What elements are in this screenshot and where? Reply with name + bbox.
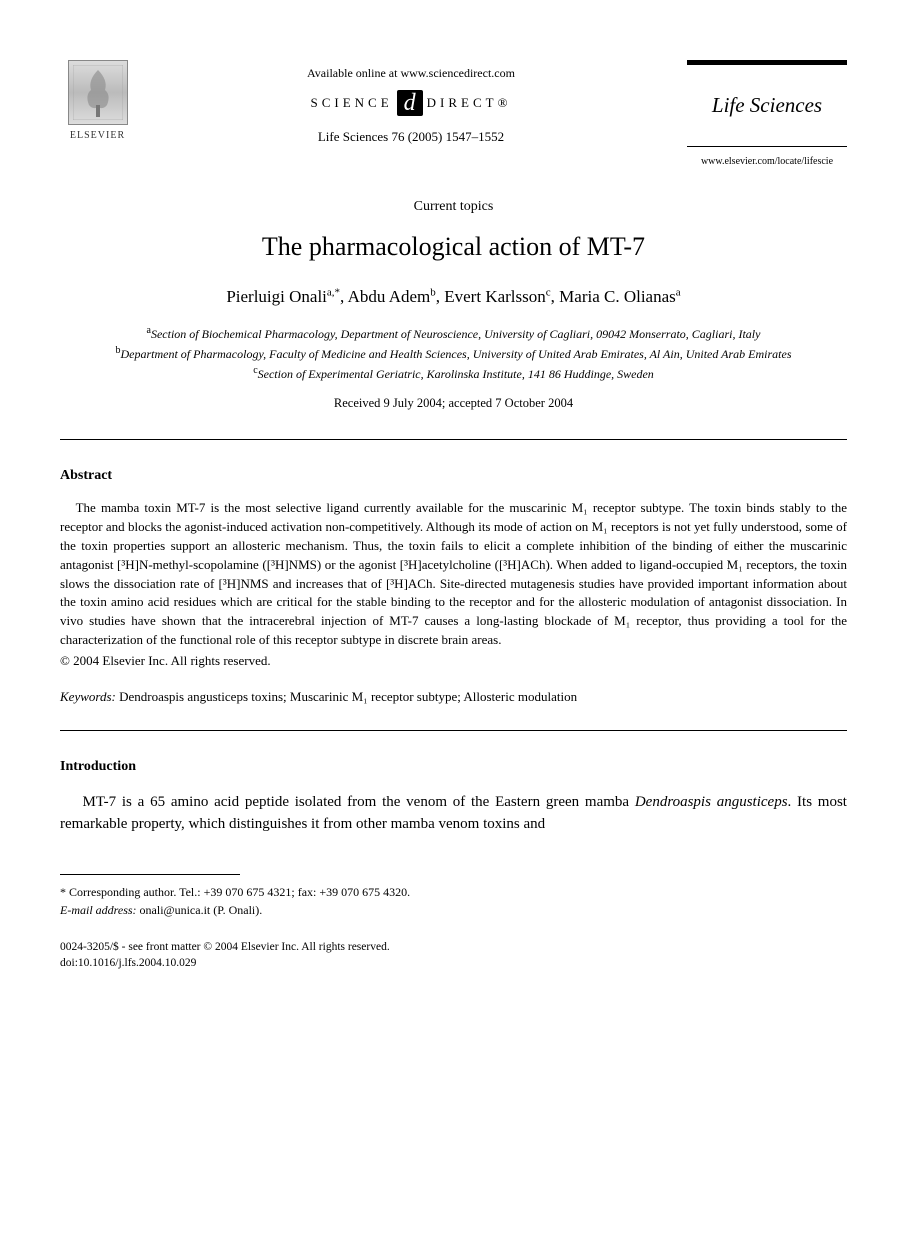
email-value: onali@unica.it (P. Onali). bbox=[137, 903, 263, 917]
center-header: Available online at www.sciencedirect.co… bbox=[135, 60, 687, 146]
affiliation-c-text: Section of Experimental Geriatric, Karol… bbox=[258, 367, 654, 381]
rule-top bbox=[60, 439, 847, 440]
author-1-aff: a, bbox=[327, 287, 335, 299]
doi-line: doi:10.1016/j.lfs.2004.10.029 bbox=[60, 955, 847, 971]
abstract-heading: Abstract bbox=[60, 466, 847, 486]
affiliations: aSection of Biochemical Pharmacology, De… bbox=[60, 323, 847, 383]
introduction-p1: MT-7 is a 65 amino acid peptide isolated… bbox=[60, 791, 847, 836]
corresponding-author: * Corresponding author. Tel.: +39 070 67… bbox=[60, 883, 847, 901]
author-1: Pierluigi Onali bbox=[226, 287, 327, 306]
article-title: The pharmacological action of MT-7 bbox=[60, 229, 847, 265]
author-4: Maria C. Olianas bbox=[559, 287, 676, 306]
introduction-heading: Introduction bbox=[60, 757, 847, 777]
journal-box: Life Sciences www.elsevier.com/locate/li… bbox=[687, 60, 847, 169]
intro-p1-a: MT-7 is a 65 amino acid peptide isolated… bbox=[83, 794, 635, 810]
elsevier-tree-icon bbox=[68, 60, 128, 125]
author-3-aff: c bbox=[546, 287, 551, 299]
author-2-aff: b bbox=[430, 287, 436, 299]
publisher-logo: ELSEVIER bbox=[60, 60, 135, 145]
email-label: E-mail address: bbox=[60, 903, 137, 917]
abstract-copyright: © 2004 Elsevier Inc. All rights reserved… bbox=[60, 652, 847, 670]
publisher-name: ELSEVIER bbox=[70, 129, 125, 143]
author-2: Abdu Adem bbox=[348, 287, 431, 306]
topic-line: Current topics bbox=[60, 197, 847, 217]
journal-url: www.elsevier.com/locate/lifescie bbox=[687, 155, 847, 169]
citation-line: Life Sciences 76 (2005) 1547–1552 bbox=[135, 128, 687, 146]
author-1-mark: * bbox=[335, 287, 341, 299]
rule-mid bbox=[60, 730, 847, 731]
sciencedirect-d-icon: d bbox=[397, 90, 423, 116]
bottom-matter: 0024-3205/$ - see front matter © 2004 El… bbox=[60, 939, 847, 971]
author-3: Evert Karlsson bbox=[444, 287, 546, 306]
sciencedirect-logo: SCIENCE d DIRECT® bbox=[135, 90, 687, 116]
authors-line: Pierluigi Onalia,*, Abdu Ademb, Evert Ka… bbox=[60, 285, 847, 309]
journal-title: Life Sciences bbox=[687, 60, 847, 147]
affiliation-b-text: Department of Pharmacology, Faculty of M… bbox=[120, 347, 791, 361]
header-row: ELSEVIER Available online at www.science… bbox=[60, 60, 847, 169]
keywords-text: Dendroaspis angusticeps toxins; Muscarin… bbox=[116, 689, 577, 704]
sd-text-left: SCIENCE bbox=[311, 94, 393, 112]
keywords-label: Keywords: bbox=[60, 689, 116, 704]
affiliation-a: aSection of Biochemical Pharmacology, De… bbox=[60, 323, 847, 343]
sd-text-right: DIRECT® bbox=[427, 94, 512, 112]
available-online-text: Available online at www.sciencedirect.co… bbox=[135, 65, 687, 82]
keywords-line: Keywords: Dendroaspis angusticeps toxins… bbox=[60, 688, 847, 706]
front-matter-line: 0024-3205/$ - see front matter © 2004 El… bbox=[60, 939, 847, 955]
footnote-separator bbox=[60, 874, 240, 875]
article-dates: Received 9 July 2004; accepted 7 October… bbox=[60, 395, 847, 413]
author-4-aff: a bbox=[676, 287, 681, 299]
affiliation-b: bDepartment of Pharmacology, Faculty of … bbox=[60, 343, 847, 363]
intro-p1-species: Dendroaspis angusticeps bbox=[635, 794, 788, 810]
footnotes: * Corresponding author. Tel.: +39 070 67… bbox=[60, 883, 847, 919]
email-line: E-mail address: onali@unica.it (P. Onali… bbox=[60, 901, 847, 919]
affiliation-a-text: Section of Biochemical Pharmacology, Dep… bbox=[151, 327, 760, 341]
abstract-body: The mamba toxin MT-7 is the most selecti… bbox=[60, 499, 847, 650]
affiliation-c: cSection of Experimental Geriatric, Karo… bbox=[60, 363, 847, 383]
